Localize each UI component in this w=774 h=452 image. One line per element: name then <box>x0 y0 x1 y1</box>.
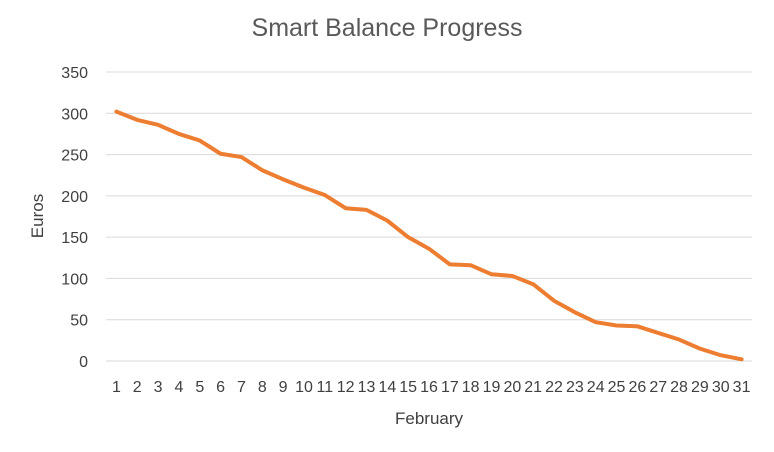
series-layer <box>114 109 744 362</box>
x-tick-label: 3 <box>154 379 163 396</box>
gridlines <box>106 71 752 362</box>
y-tick-label: 200 <box>61 189 88 206</box>
x-tick-label: 12 <box>337 379 355 396</box>
x-tick-label: 7 <box>237 379 246 396</box>
x-tick-label: 20 <box>503 379 521 396</box>
x-tick-label: 23 <box>566 379 584 396</box>
x-tick-label: 18 <box>462 379 480 396</box>
x-tick-label: 10 <box>295 379 313 396</box>
series-line-0 <box>114 109 744 362</box>
x-tick-label: 1 <box>112 379 121 396</box>
y-tick-label: 150 <box>61 230 88 247</box>
y-tick-label: 250 <box>61 148 88 165</box>
y-axis-ticks: 0 50 100 150 200 250 300 350 <box>61 65 88 371</box>
x-tick-label: 26 <box>628 379 646 396</box>
x-tick-label: 16 <box>420 379 438 396</box>
y-tick-label: 0 <box>79 354 88 371</box>
x-tick-label: 28 <box>670 379 688 396</box>
y-axis-title: Euros <box>28 194 47 238</box>
x-tick-label: 21 <box>524 379 542 396</box>
chart-title: Smart Balance Progress <box>252 14 523 42</box>
x-tick-label: 5 <box>195 379 204 396</box>
x-tick-label: 14 <box>378 379 396 396</box>
x-tick-label: 4 <box>174 379 183 396</box>
x-tick-label: 31 <box>733 379 751 396</box>
x-tick-label: 25 <box>608 379 626 396</box>
x-tick-label: 6 <box>216 379 225 396</box>
x-axis-title: February <box>395 409 464 428</box>
y-tick-label: 100 <box>61 271 88 288</box>
y-tick-label: 50 <box>70 313 88 330</box>
x-tick-label: 2 <box>133 379 142 396</box>
x-tick-label: 15 <box>399 379 417 396</box>
x-tick-label: 27 <box>649 379 667 396</box>
y-tick-label: 350 <box>61 65 88 82</box>
y-tick-label: 300 <box>61 106 88 123</box>
x-axis-ticks: 1 2 3 4 5 6 7 8 9 10 11 12 13 14 15 16 17 18 19 20 21 22 23 24 2… <box>112 379 751 396</box>
x-tick-label: 9 <box>279 379 288 396</box>
x-tick-label: 29 <box>691 379 709 396</box>
x-tick-label: 13 <box>358 379 376 396</box>
x-tick-label: 11 <box>317 379 334 396</box>
x-tick-label: 19 <box>483 379 501 396</box>
x-tick-label: 24 <box>587 379 605 396</box>
x-tick-label: 17 <box>441 379 459 396</box>
x-tick-label: 30 <box>712 379 730 396</box>
x-tick-label: 22 <box>545 379 563 396</box>
x-tick-label: 8 <box>258 379 267 396</box>
